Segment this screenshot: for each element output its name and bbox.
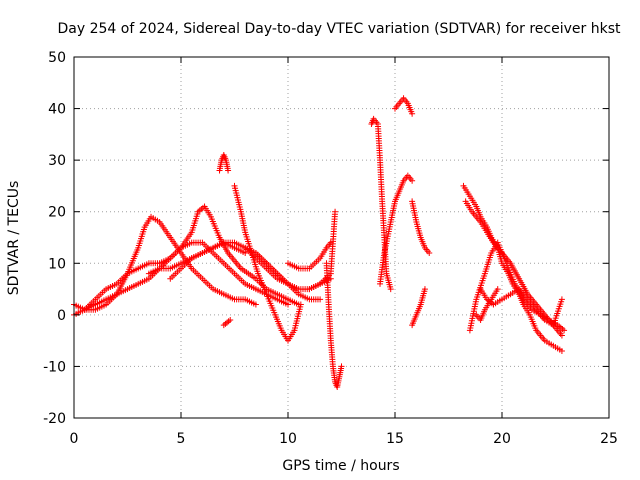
data-point <box>558 332 565 339</box>
data-series-s23 <box>473 286 501 324</box>
data-series-s22 <box>477 286 565 329</box>
data-series-s12 <box>306 208 339 293</box>
data-point <box>426 249 433 256</box>
x-tick-label: 25 <box>600 431 618 447</box>
data-series-s18 <box>409 286 428 329</box>
data-point <box>317 296 324 303</box>
x-tick-label: 5 <box>177 431 186 447</box>
data-point <box>225 167 232 174</box>
data-series-s11 <box>285 239 334 272</box>
grid-lines <box>74 57 609 418</box>
y-axis-label: SDTVAR / TECUs <box>6 181 22 296</box>
y-tick-label: 10 <box>48 256 66 272</box>
data-point <box>227 317 234 324</box>
data-point <box>332 208 339 215</box>
plot-frame <box>73 56 610 419</box>
data-series-s15 <box>377 172 416 287</box>
x-axis-label: GPS time / hours <box>282 458 399 474</box>
x-tick-label: 10 <box>279 431 297 447</box>
y-tick-label: -20 <box>43 411 66 427</box>
data-series-s6 <box>216 151 232 174</box>
data-points <box>71 95 568 391</box>
y-tick-label: 50 <box>48 50 66 66</box>
data-point <box>297 301 304 308</box>
data-point <box>409 177 416 184</box>
data-series-s8 <box>231 182 304 344</box>
y-tick-label: 20 <box>48 205 66 221</box>
data-series-s17 <box>409 198 433 256</box>
data-series-s21 <box>466 239 568 334</box>
data-series-s13 <box>323 260 345 391</box>
data-series-s5 <box>167 239 249 282</box>
data-point <box>421 286 428 293</box>
data-point <box>252 301 259 308</box>
data-point <box>387 286 394 293</box>
data-series-s3 <box>81 239 291 313</box>
data-series-s14 <box>368 115 394 293</box>
data-series-s16 <box>392 95 416 117</box>
y-tick-label: 0 <box>57 308 66 324</box>
data-point <box>558 347 565 354</box>
x-axis-ticks: 0 5 10 15 20 25 <box>70 57 618 447</box>
data-point <box>285 301 291 308</box>
y-tick-label: 30 <box>48 153 66 169</box>
y-tick-label: -10 <box>43 359 66 375</box>
y-axis-ticks: -20 -10 0 10 20 30 40 50 <box>43 50 609 427</box>
data-point <box>494 286 501 293</box>
data-series-s7 <box>220 317 234 329</box>
data-point <box>409 110 416 117</box>
x-tick-label: 0 <box>70 431 79 447</box>
x-tick-label: 20 <box>493 431 511 447</box>
data-point <box>338 363 345 370</box>
x-tick-label: 15 <box>386 431 404 447</box>
data-point <box>242 249 249 256</box>
data-point <box>561 327 568 334</box>
data-series-s10 <box>252 249 324 303</box>
data-point <box>327 275 334 282</box>
chart-title: Day 254 of 2024, Sidereal Day-to-day VTE… <box>58 21 621 37</box>
data-point <box>558 296 565 303</box>
y-tick-label: 40 <box>48 102 66 118</box>
